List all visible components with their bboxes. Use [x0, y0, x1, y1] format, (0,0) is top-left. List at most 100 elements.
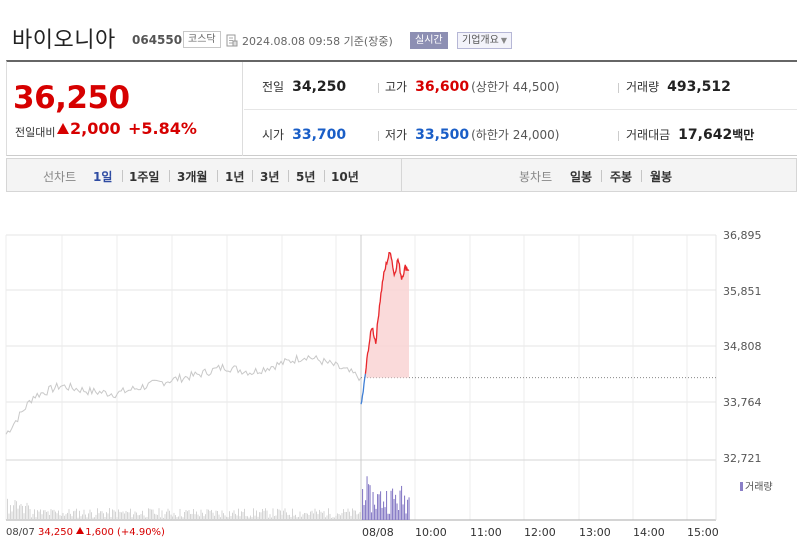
stock-header: 바이오니아 064550 코스닥 2024.08.08 09:58 기준(장중)… — [0, 0, 797, 60]
volume-bar — [187, 511, 188, 520]
tab-3month[interactable]: 3개월 — [177, 170, 208, 184]
volume-bar — [254, 515, 256, 520]
volume-bar — [100, 511, 101, 520]
volume-bar — [19, 505, 20, 520]
volume-bar — [386, 490, 388, 520]
volume-bar — [269, 514, 271, 520]
volume-bar — [371, 512, 373, 520]
volume-bar — [176, 517, 178, 520]
volume-bar — [218, 514, 220, 520]
volume-bar — [38, 511, 40, 520]
volume-bar — [203, 516, 205, 520]
tab-10year[interactable]: 10년 — [331, 170, 359, 184]
price-panel: 36,250 전일대비 2,000 +5.84% 전일 34,250 고가 36,6… — [6, 60, 797, 156]
company-overview-button[interactable]: 기업개요 ▼ — [457, 32, 512, 49]
volume-bar — [250, 515, 251, 520]
tab-monthly-candle[interactable]: 월봉 — [650, 170, 673, 184]
volume-bar — [200, 509, 202, 520]
volume-bar — [392, 488, 394, 520]
volume-bar — [157, 514, 158, 520]
tab-1day[interactable]: 1일 — [93, 170, 113, 184]
up-arrow-icon — [57, 123, 69, 134]
volume-bar — [209, 510, 211, 520]
volume-bar — [136, 512, 137, 520]
trade-value: 17,642 — [678, 127, 733, 143]
tab-1year[interactable]: 1년 — [225, 170, 245, 184]
volume-bar — [112, 509, 113, 520]
volume-bar — [319, 509, 320, 520]
volume-bar — [259, 512, 260, 520]
volume-bar — [35, 517, 37, 520]
volume-bar — [242, 512, 244, 520]
volume-bar — [257, 516, 259, 520]
volume-bar — [199, 516, 200, 520]
volume-bar — [37, 510, 38, 520]
volume-bar — [106, 512, 107, 520]
volume-bar — [196, 511, 197, 520]
volume-bar — [326, 515, 328, 520]
high-label: 고가 — [385, 80, 408, 94]
volume-bar — [389, 513, 391, 520]
volume-bar — [7, 498, 8, 520]
realtime-button[interactable]: 실시간 — [410, 32, 448, 49]
tab-divider — [217, 170, 218, 182]
prev-day-change: 1,600 (+4.90%) — [76, 527, 165, 538]
volume-bar — [362, 489, 364, 520]
volume-legend-label: 거래량 — [745, 482, 773, 493]
volume-bar — [154, 513, 155, 520]
trade-value-cell: 거래대금 17,642백만 — [626, 126, 754, 143]
volume-bar — [131, 517, 133, 520]
volume-bar — [17, 508, 19, 520]
volume-bar — [169, 510, 170, 520]
volume-bar — [53, 509, 55, 520]
volume-bar — [137, 515, 139, 520]
volume-bar — [402, 504, 404, 520]
tab-5year[interactable]: 5년 — [296, 170, 316, 184]
volume-bar — [310, 511, 311, 520]
change-value: 2,000 — [57, 119, 121, 138]
volume-bar — [166, 511, 167, 520]
volume-bar — [395, 494, 397, 520]
tab-3year[interactable]: 3년 — [260, 170, 280, 184]
volume-bar — [155, 514, 157, 520]
volume-bar — [316, 511, 317, 520]
volume-bar — [212, 512, 214, 520]
current-price: 36,250 — [13, 80, 130, 116]
volume-bar — [88, 513, 89, 520]
trade-value-unit: 백만 — [732, 128, 755, 142]
volume-bar — [98, 513, 100, 520]
tab-1week[interactable]: 1주일 — [129, 170, 160, 184]
volume-bar — [167, 508, 169, 520]
volume-bar — [349, 511, 350, 520]
tab-daily-candle[interactable]: 일봉 — [570, 170, 593, 184]
volume-bar — [352, 508, 353, 520]
volume-bar — [283, 510, 284, 520]
volume-bar — [58, 510, 59, 520]
volume-bar — [103, 513, 104, 520]
volume-bar — [92, 517, 94, 520]
volume-bar — [208, 509, 209, 520]
volume-bar — [271, 517, 272, 520]
volume-bar — [62, 512, 64, 520]
x-tick-label: 11:00 — [470, 526, 502, 539]
volume-bar — [287, 515, 289, 520]
up-arrow-icon — [76, 527, 85, 534]
volume-bar — [311, 510, 313, 520]
x-tick-label: 14:00 — [633, 526, 665, 539]
volume-bar — [301, 516, 302, 520]
chart-tab-bar: 선차트 1일 1주일 3개월 1년 3년 5년 10년 봉차트 일봉 주봉 월봉 — [6, 158, 797, 192]
tab-weekly-candle[interactable]: 주봉 — [610, 170, 633, 184]
volume-bar — [235, 513, 236, 520]
volume-bar — [368, 484, 370, 520]
volume-bar — [390, 490, 392, 520]
prev-day-date: 08/07 — [6, 527, 35, 538]
volume-bar — [266, 510, 268, 520]
tab-divider — [601, 170, 602, 182]
volume-bar — [194, 514, 196, 520]
volume-bar — [124, 513, 125, 520]
volume-bar — [284, 508, 286, 520]
volume-bar — [13, 505, 14, 520]
high-cell: 고가 36,600 (상한가 44,500) — [385, 78, 559, 95]
volume-bar — [25, 506, 26, 520]
volume-bar — [41, 514, 43, 520]
